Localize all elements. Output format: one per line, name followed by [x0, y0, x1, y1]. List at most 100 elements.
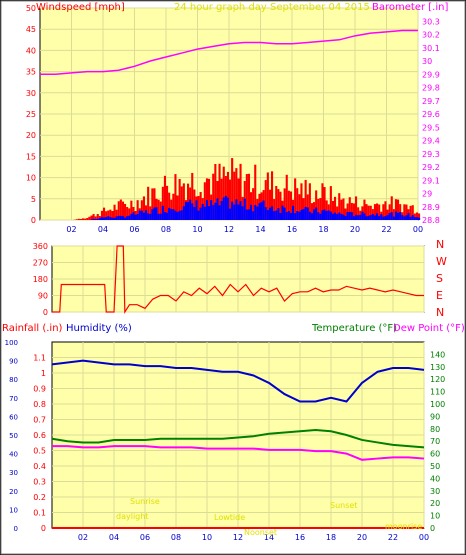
wind-average-bar [222, 197, 225, 220]
wind-gust-bar [235, 168, 238, 220]
wind-gust-bar [105, 211, 108, 220]
wind-average-bar [292, 205, 295, 220]
rain-tick-label: 0.2 [33, 493, 46, 502]
wind-gust-bar [212, 173, 215, 220]
x-tick-label: 16 [287, 225, 297, 234]
wind-average-bar [134, 214, 137, 220]
x-tick-label: 18 [326, 533, 336, 542]
temperature-tick-label: 10 [430, 512, 440, 521]
wind-gust-bar [90, 215, 93, 220]
compass-label: S [436, 272, 443, 285]
wind-average-bars [90, 195, 421, 220]
wind-average-bar [163, 212, 166, 220]
wind-gust-bar [289, 191, 292, 220]
wind-gust-bar [205, 178, 208, 220]
wind-gust-bar [151, 188, 154, 220]
wind-average-bar [260, 202, 263, 220]
wind-gust-bar [161, 186, 164, 220]
x-tick-label: 12 [233, 533, 243, 542]
wind-gust-bar [409, 205, 412, 220]
wind-gust-bar [172, 193, 175, 220]
wind-gust-bar [376, 203, 379, 220]
wind-barometer-grid [40, 7, 419, 221]
wind-gust-bar [266, 172, 269, 220]
wind-gust-bar [193, 189, 196, 220]
wind-gust-bar [287, 190, 290, 220]
wind-gust-bar [415, 212, 418, 220]
wind-gust-bar [92, 214, 95, 220]
wind-average-bar [193, 206, 196, 220]
wind-average-bar [285, 212, 288, 220]
wind-gust-bar [340, 199, 343, 220]
wind-gust-bar [149, 206, 152, 220]
wind-average-bar [310, 213, 313, 220]
wind-average-bar [271, 206, 274, 220]
wind-gust-bar [296, 188, 299, 220]
wind-average-bar [250, 204, 253, 220]
wind-gust-bar [208, 178, 211, 220]
wind-average-bar [117, 215, 120, 220]
wind-average-bar [229, 208, 232, 220]
wind-average-bar [296, 211, 299, 220]
wind-average-bar [241, 206, 244, 220]
temperature-tick-label: 30 [430, 487, 440, 496]
wind-average-bar [390, 212, 393, 220]
wind-gust-bar [319, 198, 322, 220]
wind-gust-bar [88, 216, 91, 220]
wind-gust-bar [365, 204, 368, 220]
wind-gust-bar [397, 199, 400, 220]
windspeed-tick-label: 50 [26, 4, 36, 13]
wind-gust-bar [405, 204, 408, 220]
wind-average-bar [132, 212, 135, 220]
wind-average-bar [313, 209, 316, 220]
wind-gust-bar [418, 213, 421, 220]
wind-average-bar [224, 195, 227, 220]
wind-gust-bar [388, 204, 391, 220]
wind-average-bar [394, 211, 397, 220]
temperature-tick-label: 140 [430, 350, 445, 359]
temperature-tick-label: 100 [430, 400, 445, 409]
rain-tick-label: 0.9 [33, 385, 46, 394]
temperature-tick-label: 130 [430, 363, 445, 372]
x-tick-label: 10 [202, 533, 212, 542]
wind-average-bar [348, 211, 351, 220]
wind-gust-bar [229, 179, 232, 220]
direction-tick-label: 270 [33, 259, 48, 268]
temperature-tick-labels: 0 10 20 30 40 50 60 70 80 90 100 110 120 130 140 [430, 350, 445, 533]
wind-average-bar [281, 205, 284, 220]
wind-gust-bar [226, 171, 229, 220]
wind-gust-bar [390, 196, 393, 220]
wind-gust-bar [355, 196, 358, 220]
wind-gust-bar [331, 200, 334, 220]
wind-average-bar [378, 216, 381, 220]
rain-tick-label: 1 [41, 369, 46, 378]
temperature-tick-label: 80 [430, 425, 440, 434]
barometer-axis-label: Barometer [.in] [372, 2, 448, 13]
wind-average-bar [277, 208, 280, 220]
wind-average-bar [317, 212, 320, 220]
wind-average-bar [300, 209, 303, 220]
wind-gust-bar [128, 208, 131, 220]
wind-gust-bar [115, 209, 118, 220]
wind-gust-bar [338, 193, 341, 220]
wind-average-bar [289, 212, 292, 220]
wind-gust-bar [182, 183, 185, 220]
rain-tick-label: 0.6 [33, 431, 46, 440]
wind-gust-bar [168, 192, 171, 220]
wind-gust-bar [310, 203, 313, 220]
x-tick-label: 02 [66, 225, 76, 234]
humidity-tick-label: 40 [9, 451, 18, 459]
wind-gust-bar [378, 204, 381, 220]
wind-gust-bar [126, 207, 129, 220]
wind-gust-bar [166, 185, 169, 220]
wind-gust-bar [306, 194, 309, 220]
wind-gust-bar [271, 171, 274, 220]
wind-average-bar [321, 210, 324, 220]
x-tick-label: 14 [264, 533, 274, 542]
wind-gust-bar [283, 188, 286, 220]
wind-gust-bar [77, 218, 80, 220]
annotation-daylight: daylight [116, 512, 148, 521]
wind-average-bar [103, 217, 106, 220]
compass-label: E [436, 289, 443, 302]
annotation-sunrise: Sunrise [130, 497, 160, 506]
